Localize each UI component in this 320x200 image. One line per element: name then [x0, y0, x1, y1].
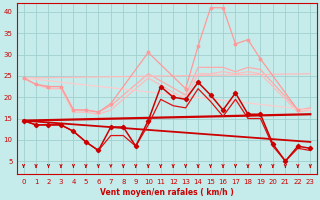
X-axis label: Vent moyen/en rafales ( km/h ): Vent moyen/en rafales ( km/h ) [100, 188, 234, 197]
